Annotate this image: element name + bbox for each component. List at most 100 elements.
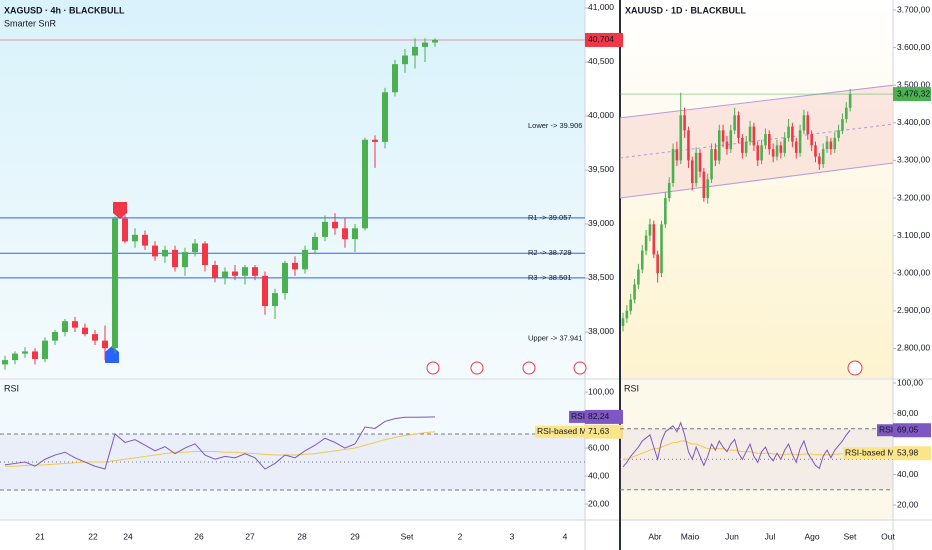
rsi-value-tag: [585, 409, 623, 424]
candle-body: [262, 275, 268, 307]
candle-body: [382, 92, 388, 142]
candle-body: [691, 160, 694, 183]
candle-body: [633, 284, 636, 300]
x-tick-label: Maio: [681, 531, 700, 541]
x-tick-label: 21: [35, 531, 45, 541]
rsi-badge: [877, 424, 893, 437]
rsi-value-tag: [893, 446, 931, 461]
y-tick-label: 40,000: [588, 110, 614, 120]
candle-body: [312, 236, 318, 250]
candle-body: [741, 137, 744, 153]
candle-body: [32, 351, 38, 359]
rsi-value-tag: [893, 423, 931, 438]
x-tick-label: 24: [123, 531, 133, 541]
candle-body: [182, 252, 188, 268]
y-tick-label: 38,500: [588, 272, 614, 282]
channel-line: [619, 162, 894, 199]
candle-body: [242, 267, 248, 276]
candle-body: [82, 327, 88, 335]
candle-body: [640, 250, 644, 270]
price-tag: [585, 32, 623, 47]
price-tag-label: 3.476,32: [897, 88, 930, 98]
candle-body: [694, 152, 698, 183]
y-tick-label: 20,00: [897, 499, 919, 509]
candle-body: [332, 221, 338, 229]
candle-body: [814, 145, 817, 157]
x-tick-label: 28: [297, 531, 307, 541]
candle-body: [806, 115, 810, 135]
x-tick-label: 2: [458, 531, 463, 541]
candle-body: [322, 221, 328, 237]
chart-title: XAUUSD · 1D · BLACKBULL: [625, 5, 746, 15]
candle-body: [644, 235, 648, 251]
x-tick-label: 22: [88, 531, 98, 541]
rsi-badge-name: RSI: [571, 411, 585, 421]
rsi-value-label: 82,24: [588, 411, 610, 421]
y-tick-label: 3.100,00: [897, 230, 930, 240]
y-tick-label: 40,00: [897, 469, 919, 479]
candle-body: [848, 94, 852, 108]
y-tick-label: 3.700,00: [897, 4, 930, 14]
y-tick-label: 2.800,00: [897, 343, 930, 353]
candle-body: [52, 331, 58, 341]
y-tick-label: 3.500,00: [897, 79, 930, 89]
x-tick-label: 29: [350, 531, 360, 541]
candle-body: [42, 340, 48, 359]
candle-body: [737, 115, 740, 138]
candle-body: [629, 299, 632, 311]
candle-body: [810, 134, 813, 146]
candle-body: [648, 224, 652, 236]
candle-body: [656, 254, 659, 274]
candle-body: [402, 55, 408, 65]
y-tick-label: 3.300,00: [897, 155, 930, 165]
candle-body: [841, 119, 844, 131]
channel-mid: [619, 123, 894, 159]
candle-body: [698, 152, 702, 172]
x-tick-label: Ago: [804, 531, 819, 541]
candle-body: [162, 249, 168, 257]
rsi-value-label: 53,98: [897, 447, 919, 457]
candle-body: [760, 145, 763, 161]
x-tick-label: 27: [245, 531, 255, 541]
candle-body: [783, 137, 786, 153]
candle-body: [721, 130, 725, 142]
indicator-name: Smarter SnR: [4, 18, 57, 28]
candle-body: [752, 126, 756, 146]
signal-pin: [113, 202, 127, 219]
candle-body: [272, 293, 278, 307]
candle-body: [222, 271, 228, 278]
candle-body: [252, 267, 258, 276]
level-label: R1 -> 39.057: [528, 213, 572, 222]
candle-body: [775, 145, 779, 157]
candle-body: [172, 249, 178, 268]
rsi-value-label: 69,05: [897, 425, 919, 435]
candle-body: [729, 130, 733, 150]
candle-body: [72, 321, 78, 328]
candle-body: [818, 156, 821, 165]
rsi-badge-name: RSI-based MA: [845, 447, 901, 457]
level-label: R3 -> 38.501: [528, 273, 572, 282]
candle-body: [725, 141, 729, 150]
candle-body: [392, 64, 398, 93]
candle-body: [771, 149, 775, 157]
candle-body: [152, 245, 158, 257]
candle-body: [664, 198, 667, 225]
candle-body: [845, 107, 848, 120]
candle-body: [625, 310, 629, 319]
candle-body: [787, 126, 790, 138]
x-tick-label: 26: [194, 531, 204, 541]
candle-body: [637, 269, 640, 285]
candle-body: [652, 224, 656, 255]
candle-body: [422, 42, 428, 47]
candle-body: [667, 182, 671, 199]
candle-body: [232, 271, 238, 276]
candle-body: [342, 228, 348, 240]
price-tag-label: 40,704: [588, 34, 614, 44]
event-icon: [573, 361, 587, 375]
candle-body: [833, 137, 837, 150]
candle-body: [292, 262, 298, 270]
y-tick-label: 3.200,00: [897, 192, 930, 202]
candle-body: [432, 39, 438, 43]
y-tick-label: 39,000: [588, 218, 614, 228]
